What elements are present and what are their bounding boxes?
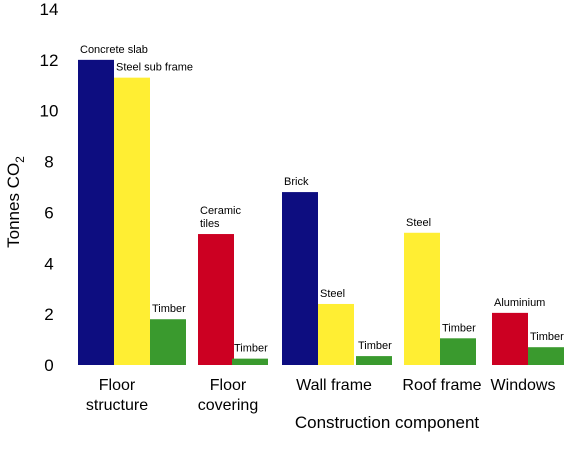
y-tick-label: 2 [44, 305, 53, 324]
y-tick-label: 4 [44, 254, 53, 273]
x-tick-label: Windows [491, 377, 556, 394]
bar-label: Ceramic [200, 205, 241, 217]
x-tick-label: covering [198, 397, 258, 414]
x-tick-label: Floor [99, 377, 136, 394]
bar-label: Timber [234, 343, 268, 355]
y-tick-label: 0 [44, 356, 53, 375]
bar [282, 192, 318, 365]
bar-label: Brick [284, 176, 309, 188]
y-tick-label: 12 [40, 51, 59, 70]
category-labels-layer: Floor structure Floor covering Wall frame Roo… [86, 377, 556, 414]
bar [114, 77, 150, 366]
y-axis-title-main: Tonnes CO [4, 163, 23, 248]
bar [404, 232, 440, 365]
bar [150, 319, 186, 365]
bar-label: Timber [152, 303, 186, 315]
bar-labels-layer: Concrete slab Steel sub frame Timber Cerami… [80, 44, 564, 355]
bar-label: Concrete slab [80, 44, 148, 56]
bar [78, 59, 114, 365]
bar-label: tiles [200, 218, 220, 230]
bar [440, 338, 476, 365]
y-tick-label: 10 [40, 102, 59, 121]
bar [198, 234, 234, 365]
bar-label: Timber [530, 331, 564, 343]
bar-label: Steel [320, 288, 345, 300]
x-axis-title: Construction component [295, 413, 480, 432]
y-axis-title: Tonnes CO2 [4, 156, 27, 248]
bar-label: Timber [358, 340, 392, 352]
x-tick-label: Wall frame [296, 377, 372, 394]
x-tick-label: structure [86, 397, 148, 414]
y-ticks-layer: 0 2 4 6 8 10 12 14 [40, 0, 59, 375]
bar-label: Timber [442, 322, 476, 334]
bar-label: Steel [406, 217, 431, 229]
bar-label: Aluminium [494, 297, 545, 309]
y-tick-label: 8 [44, 153, 53, 172]
bar [356, 356, 392, 365]
x-tick-label: Roof frame [402, 377, 481, 394]
y-axis-title-subscript: 2 [13, 156, 27, 163]
bar [232, 358, 268, 365]
y-tick-label: 6 [44, 203, 53, 222]
x-tick-label: Floor [210, 377, 247, 394]
bar [528, 347, 564, 365]
bars-layer [78, 59, 564, 366]
y-tick-label: 14 [40, 0, 59, 19]
bar [318, 303, 354, 365]
bar-label: Steel sub frame [116, 62, 193, 74]
bar [492, 312, 528, 365]
